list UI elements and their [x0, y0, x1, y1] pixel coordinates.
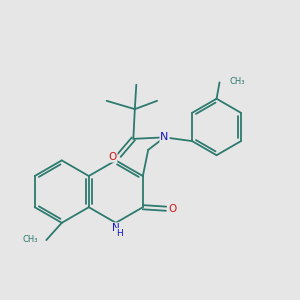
Text: O: O [108, 152, 117, 162]
Text: CH₃: CH₃ [229, 77, 244, 86]
Text: CH₃: CH₃ [22, 235, 38, 244]
Text: N: N [112, 223, 120, 233]
Text: H: H [116, 229, 123, 238]
Text: N: N [160, 132, 169, 142]
Text: O: O [168, 204, 177, 214]
